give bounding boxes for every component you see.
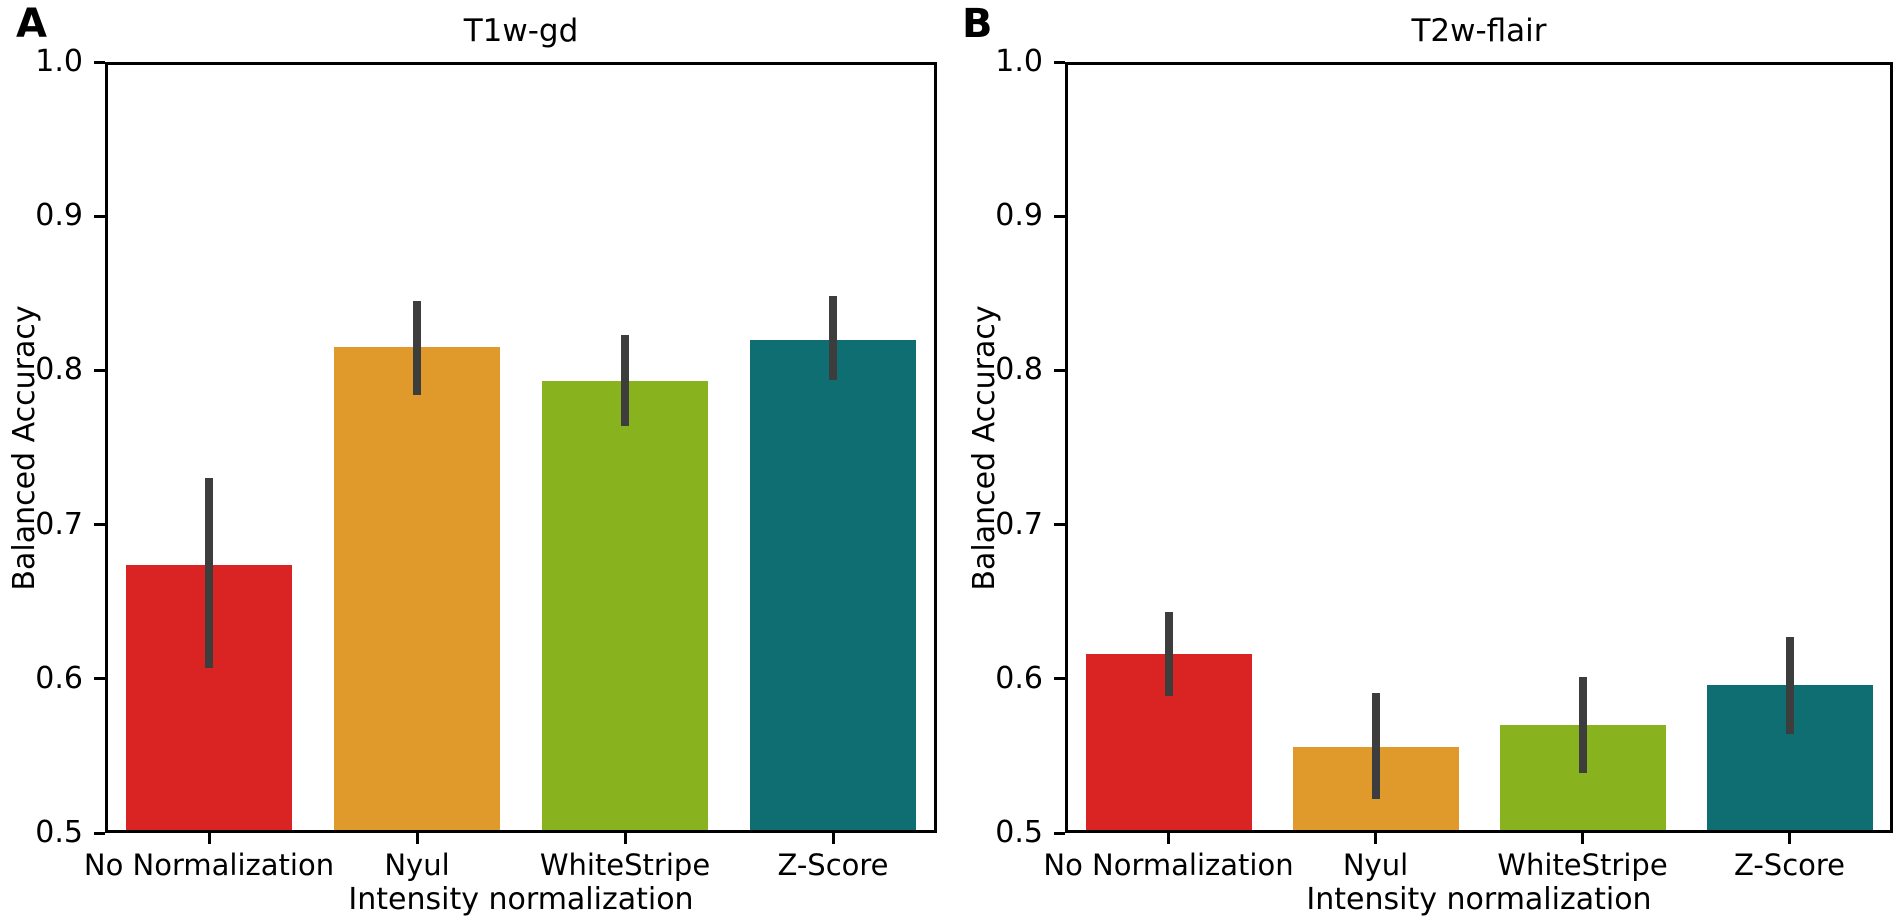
panel-a-x-tick-label-z-score: Z-Score [777, 848, 889, 882]
panel-a-y-axis-label: Balanced Accuracy [7, 304, 42, 591]
panel-b-letter: B [962, 1, 993, 47]
panel-b-y-tick-0-9 [1054, 214, 1065, 218]
panel-b-x-tick-label-z-score: Z-Score [1733, 848, 1846, 882]
error-bar-b-nyul [1371, 692, 1380, 800]
panel-b-y-tick-label: 0.8 [995, 352, 1043, 388]
panel-a-y-tick-label: 1.0 [35, 44, 83, 79]
panel-b-y-tick-0-5 [1054, 831, 1065, 835]
panel-a-title: T1w-gd [463, 13, 579, 49]
error-bar-a-z-score [829, 296, 837, 380]
error-bar-a-nyul [413, 301, 421, 396]
panel-a-x-tick-z-score [831, 833, 835, 844]
panel-a-x-tick-label-nyul: Nyul [384, 848, 450, 882]
panel-b-y-tick-label: 0.5 [995, 815, 1043, 850]
panel-a-y-tick-0-6 [94, 677, 105, 681]
panel-a-y-tick-label: 0.5 [35, 815, 83, 850]
panel-b-y-tick-label: 0.9 [995, 198, 1043, 234]
panel-b-x-tick-label-whitestripe: WhiteStripe [1497, 848, 1668, 882]
panel-a-x-tick-whitestripe [623, 833, 627, 844]
panel-a-letter: A [16, 1, 47, 47]
error-bar-b-z-score [1785, 637, 1794, 735]
panel-b-y-axis-label: Balanced Accuracy [967, 304, 1002, 591]
panel-a-x-axis-label: Intensity normalization [348, 882, 694, 917]
panel-a-x-tick-no-normalization [207, 833, 211, 844]
panel-b-x-axis-label: Intensity normalization [1306, 882, 1652, 917]
panel-b-y-tick-0-8 [1054, 368, 1065, 372]
panel-b-x-tick-no-normalization [1167, 833, 1170, 844]
panel-b-x-tick-nyul [1374, 833, 1377, 844]
panel-b-x-tick-label-no-normalization: No Normalization [1043, 848, 1294, 882]
panel-a-y-tick-label: 0.9 [35, 198, 83, 234]
panel-b-y-tick-0-6 [1054, 677, 1065, 681]
panel-a-y-tick-0-7 [94, 523, 105, 527]
panel-b-title: T2w-flair [1411, 13, 1547, 49]
panel-b-y-tick-label: 0.6 [995, 660, 1043, 696]
panel-a-x-tick-nyul [415, 833, 419, 844]
panel-a-y-tick-0-9 [94, 214, 105, 218]
panel-b-x-tick-label-nyul: Nyul [1342, 848, 1409, 882]
panel-a-y-tick-label: 0.8 [35, 352, 83, 388]
bar-a-whitestripe [542, 381, 708, 830]
panel-a-y-tick-label: 0.7 [35, 506, 83, 542]
error-bar-b-no-normalization [1164, 612, 1173, 696]
panel-a-y-tick-0-5 [94, 831, 105, 835]
panel-a-y-tick-0-8 [94, 368, 105, 372]
panel-b-y-tick-label: 1.0 [995, 44, 1043, 79]
panel-b-y-tick-1-0 [1054, 60, 1065, 64]
panel-a-x-tick-label-whitestripe: WhiteStripe [539, 848, 711, 882]
error-bar-b-whitestripe [1578, 677, 1587, 773]
error-bar-a-no-normalization [205, 478, 213, 668]
panel-a-y-tick-label: 0.6 [35, 660, 83, 696]
panel-b-x-tick-z-score [1788, 833, 1791, 844]
panel-b-y-tick-label: 0.7 [995, 506, 1043, 542]
panel-b-y-tick-0-7 [1054, 523, 1065, 527]
bar-a-nyul [334, 347, 500, 830]
panel-a-y-tick-1-0 [94, 60, 105, 64]
bar-a-z-score [750, 339, 916, 830]
panel-b-x-tick-whitestripe [1581, 833, 1584, 844]
error-bar-a-whitestripe [621, 334, 629, 426]
panel-a-x-tick-label-no-normalization: No Normalization [83, 848, 335, 882]
